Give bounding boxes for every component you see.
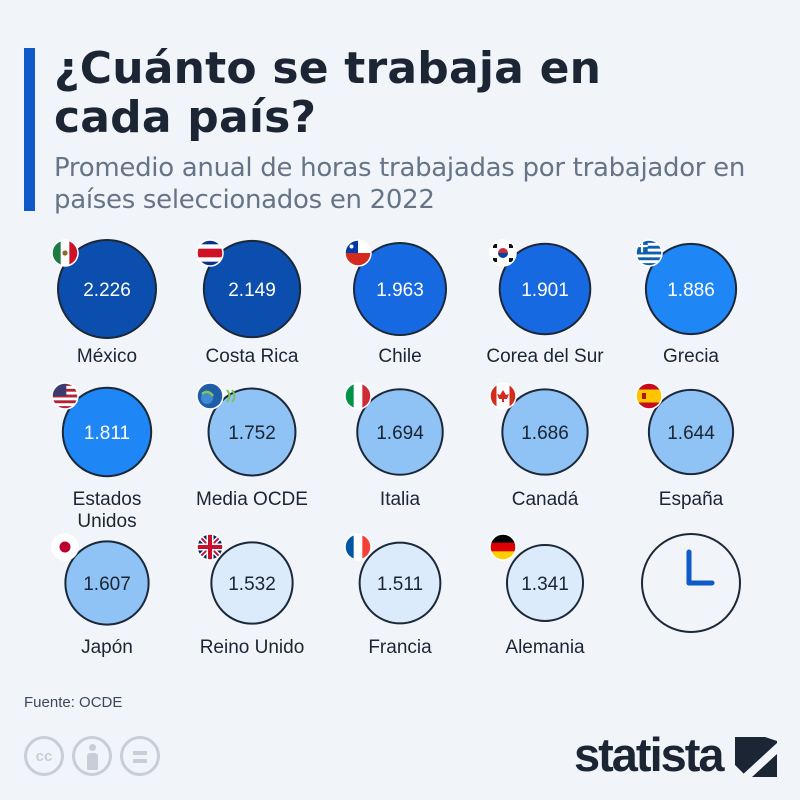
mexico-flag [51, 239, 79, 267]
brand-logo[interactable]: statista [574, 728, 725, 781]
country-label: Japón [81, 637, 133, 658]
value-label: 2.226 [83, 280, 131, 301]
statista-logo-icon [735, 737, 777, 777]
country-label: Francia [368, 637, 432, 658]
value-label: 1.694 [376, 423, 424, 444]
country-label: Reino Unido [200, 637, 305, 658]
creative-commons-icon[interactable]: cc [24, 736, 64, 776]
bubble-espana: 1.644 España [635, 382, 735, 510]
bubble-circle [210, 541, 294, 625]
oecd-logo [196, 382, 236, 410]
bubble-francia: 1.511 Francia [344, 533, 442, 658]
bubble-chile: 1.963 Chile [344, 239, 448, 367]
value-label: 1.644 [667, 423, 715, 444]
country-label: Corea del Sur [486, 346, 604, 367]
bubble-circle [498, 242, 592, 336]
bubble-italia: 1.694 Italia [344, 382, 444, 510]
germany-flag [489, 533, 517, 561]
country-label: Costa Rica [206, 346, 299, 367]
country-label: España [659, 489, 724, 510]
country-label: Italia [380, 489, 421, 510]
accent-bar [24, 48, 35, 211]
bubble-circle [57, 239, 157, 339]
bubble-circle [61, 386, 153, 478]
france-flag [344, 533, 372, 561]
bubble-corea-del-sur: 1.901 Corea del Sur [486, 239, 604, 367]
value-label: 1.511 [377, 574, 423, 595]
bubble-japon: 1.607 Japón [51, 533, 150, 658]
bubble-circle [358, 541, 442, 625]
bubble-media-ocde: 1.752 Media OCDE [196, 382, 308, 510]
bubble-mexico: 2.226 México [51, 239, 157, 367]
greece-flag [635, 239, 663, 267]
bubble-circle [647, 388, 735, 476]
clock-icon [641, 533, 741, 633]
country-label: México [77, 346, 137, 367]
bubble-circle [352, 241, 448, 337]
country-label: Estados [73, 489, 142, 510]
value-label: 2.149 [228, 280, 276, 301]
bubble-grecia: 1.886 Grecia [635, 239, 738, 367]
country-label: Chile [378, 346, 421, 367]
chile-flag [344, 239, 372, 267]
bubble-circle [202, 239, 302, 339]
bubble-circle [64, 540, 150, 626]
country-label: Canadá [512, 489, 579, 510]
attribution-icon[interactable] [72, 736, 112, 776]
country-label: Alemania [505, 637, 585, 658]
value-label: 1.607 [83, 574, 131, 595]
value-label: 1.341 [521, 574, 569, 595]
bubble-circle [644, 242, 738, 336]
value-label: 1.811 [84, 423, 130, 444]
chart-title: ¿Cuánto se trabaja en cada país? [54, 43, 602, 143]
country-label: Media OCDE [196, 489, 308, 510]
bubble-chart: 2.226 México 2.149 Costa Rica 1.963 Chile 1.90… [51, 239, 741, 658]
value-label: 1.686 [521, 423, 569, 444]
japan-flag [51, 533, 79, 561]
source-note: Fuente: OCDE [24, 694, 123, 711]
value-label: 1.532 [228, 574, 276, 595]
bubble-circle [505, 543, 585, 623]
bubble-costa-rica: 2.149 Costa Rica [196, 239, 302, 367]
costa-rica-flag [196, 239, 224, 267]
bubble-alemania: 1.341 Alemania [489, 533, 585, 658]
spain-flag [635, 382, 663, 410]
bubble-reino-unido: 1.532 Reino Unido [196, 533, 305, 658]
bubble-canada: 1.686 Canadá [489, 382, 589, 510]
bubble-circle [356, 388, 444, 476]
country-label: Grecia [663, 346, 719, 367]
chart-subtitle: Promedio anual de horas trabajadas por t… [54, 153, 746, 215]
value-label: 1.886 [667, 280, 715, 301]
value-label: 1.963 [376, 280, 424, 301]
country-label: Unidos [77, 511, 136, 532]
italy-flag [344, 382, 372, 410]
south-korea-flag [489, 239, 517, 267]
canada-flag [489, 382, 517, 410]
bubble-circle [207, 387, 297, 477]
usa-flag [51, 382, 79, 410]
no-derivatives-icon[interactable] [120, 736, 160, 776]
uk-flag [196, 533, 224, 561]
value-label: 1.901 [521, 280, 569, 301]
bubble-circle [501, 388, 589, 476]
value-label: 1.752 [228, 423, 276, 444]
